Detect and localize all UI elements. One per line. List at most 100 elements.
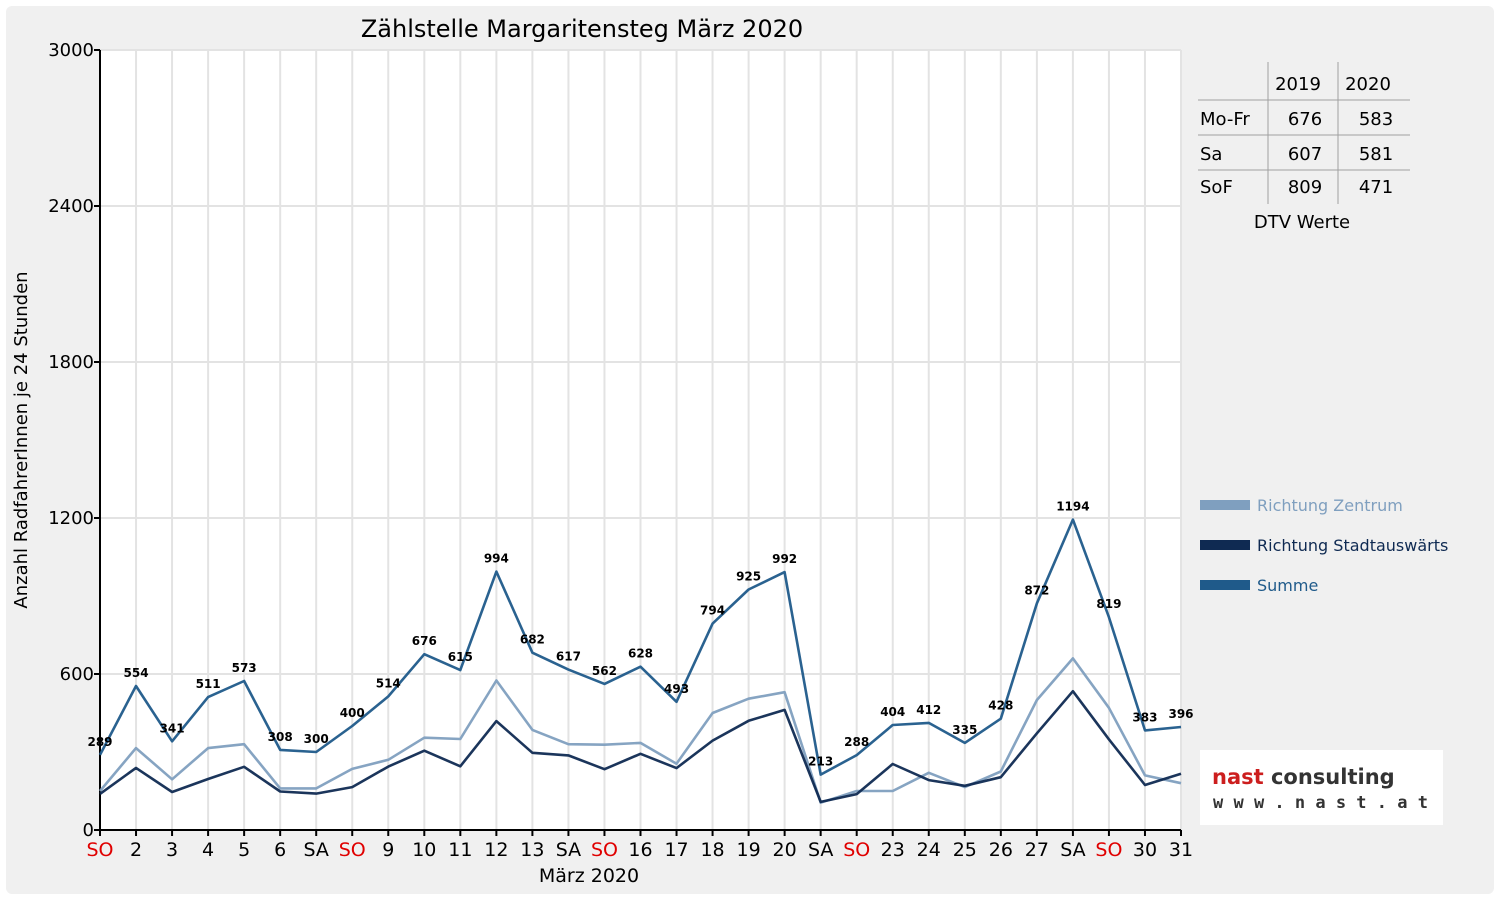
x-tick-label: 31 — [1169, 839, 1193, 861]
y-axis-label: Anzahl RadfahrerInnen je 24 Stunden — [11, 271, 32, 608]
data-label: 308 — [268, 730, 293, 744]
x-tick-label: 26 — [989, 839, 1013, 861]
svg-text:nast consulting: nast consulting — [1212, 765, 1395, 789]
data-label: 628 — [628, 647, 653, 661]
dtv-cell: 809 — [1288, 177, 1322, 198]
data-label: 819 — [1096, 597, 1121, 611]
y-tick-label: 0 — [83, 820, 94, 841]
legend: Richtung Zentrum Richtung Stadtauswärts Su… — [1200, 496, 1448, 595]
logo-consulting: consulting — [1264, 765, 1395, 789]
x-tick-label: 16 — [628, 839, 652, 861]
data-label: 994 — [484, 552, 509, 566]
x-tick-label: 20 — [773, 839, 797, 861]
x-tick-label: 2 — [130, 839, 142, 861]
y-tick-label: 2400 — [48, 196, 94, 217]
x-tick-label: 13 — [520, 839, 544, 861]
x-tick-label: 6 — [274, 839, 286, 861]
x-tick-label: 4 — [202, 839, 214, 861]
grid — [100, 49, 1182, 830]
data-label: 300 — [304, 732, 329, 746]
x-tick-label: 30 — [1133, 839, 1157, 861]
data-label: 400 — [340, 706, 365, 720]
x-tick-label: SA — [808, 839, 833, 861]
data-label: 341 — [160, 721, 185, 735]
x-ticks: SO 2 3 4 5 6 SA SO 9 10 11 12 13 SA SO 16 17 18 19 20 SA SO 23… — [86, 839, 1193, 861]
x-tick-label: 18 — [700, 839, 724, 861]
legend-swatch — [1200, 580, 1250, 590]
x-tick-label: SA — [303, 839, 328, 861]
x-tick-label: SO — [86, 839, 113, 861]
data-label: 335 — [952, 723, 977, 737]
data-label: 288 — [844, 735, 869, 749]
series-lines — [98, 518, 1182, 805]
dtv-header-2020: 2020 — [1345, 74, 1391, 95]
x-tick-label: 12 — [484, 839, 508, 861]
y-ticks: 0 600 1200 1800 2400 3000 — [48, 40, 94, 841]
dtv-cell: 471 — [1359, 177, 1393, 198]
chart-title: Zählstelle Margaritensteg März 2020 — [361, 15, 803, 43]
x-tick-label: SO — [339, 839, 366, 861]
data-label: 412 — [916, 703, 941, 717]
dtv-table: 2019 2020 Mo-Fr 676 583 Sa 607 581 SoF 8… — [1198, 62, 1410, 233]
data-label: 383 — [1132, 710, 1157, 724]
dtv-cell: 607 — [1288, 144, 1322, 165]
dtv-header-2019: 2019 — [1275, 74, 1321, 95]
x-tick-label: SA — [1060, 839, 1085, 861]
dtv-row-label: Mo-Fr — [1200, 109, 1250, 130]
x-tick-label: 27 — [1025, 839, 1049, 861]
x-tick-label: SO — [843, 839, 870, 861]
dtv-caption: DTV Werte — [1254, 212, 1350, 233]
legend-label: Richtung Zentrum — [1257, 496, 1403, 515]
x-tick-label: 17 — [664, 839, 688, 861]
x-tick-label: 9 — [382, 839, 394, 861]
data-label: 615 — [448, 650, 473, 664]
data-label: 1194 — [1056, 500, 1089, 514]
x-tick-label: SO — [591, 839, 618, 861]
data-label: 794 — [700, 604, 725, 618]
data-label: 573 — [232, 661, 257, 675]
x-tick-label: SA — [556, 839, 581, 861]
legend-label: Summe — [1257, 576, 1318, 595]
x-tick-label: 19 — [737, 839, 761, 861]
y-tick-label: 1800 — [48, 352, 94, 373]
data-label: 562 — [592, 664, 617, 678]
series-line-1 — [99, 689, 1182, 804]
data-label: 617 — [556, 650, 581, 664]
data-label: 514 — [376, 676, 401, 690]
x-axis-label: März 2020 — [539, 865, 639, 887]
x-tick-label: 24 — [917, 839, 941, 861]
x-tick-label: SO — [1095, 839, 1122, 861]
x-tick-label: 25 — [953, 839, 977, 861]
x-tick-label: 23 — [881, 839, 905, 861]
y-tick-label: 1200 — [48, 508, 94, 529]
data-label: 493 — [664, 682, 689, 696]
data-label: 872 — [1024, 583, 1049, 597]
x-tick-label: 3 — [166, 839, 178, 861]
data-label: 554 — [124, 666, 149, 680]
dtv-cell: 676 — [1288, 109, 1322, 130]
data-label: 676 — [412, 634, 437, 648]
series-line-0 — [99, 657, 1182, 805]
axes — [94, 49, 1182, 836]
dtv-cell: 581 — [1359, 144, 1393, 165]
y-tick-label: 600 — [60, 664, 94, 685]
data-label: 404 — [880, 705, 905, 719]
data-label: 396 — [1168, 707, 1193, 721]
data-label: 511 — [196, 677, 221, 691]
x-tick-label: 10 — [412, 839, 436, 861]
data-labels: 289 554 341 511 573 308 300 400 514 676 615 994 682 6… — [87, 500, 1193, 769]
dtv-row-label: SoF — [1200, 177, 1233, 198]
legend-swatch — [1200, 540, 1250, 550]
legend-label: Richtung Stadtauswärts — [1257, 536, 1448, 555]
legend-swatch — [1200, 500, 1250, 510]
data-label: 289 — [87, 735, 112, 749]
y-tick-label: 3000 — [48, 40, 94, 61]
series-line-2 — [98, 518, 1182, 776]
logo-url: w w w . n a s t . a t — [1213, 793, 1428, 813]
dtv-row-label: Sa — [1200, 144, 1222, 165]
data-label: 428 — [988, 699, 1013, 713]
logo-nast: nast — [1212, 765, 1264, 789]
data-label: 682 — [520, 633, 545, 647]
x-tick-label: 5 — [238, 839, 250, 861]
